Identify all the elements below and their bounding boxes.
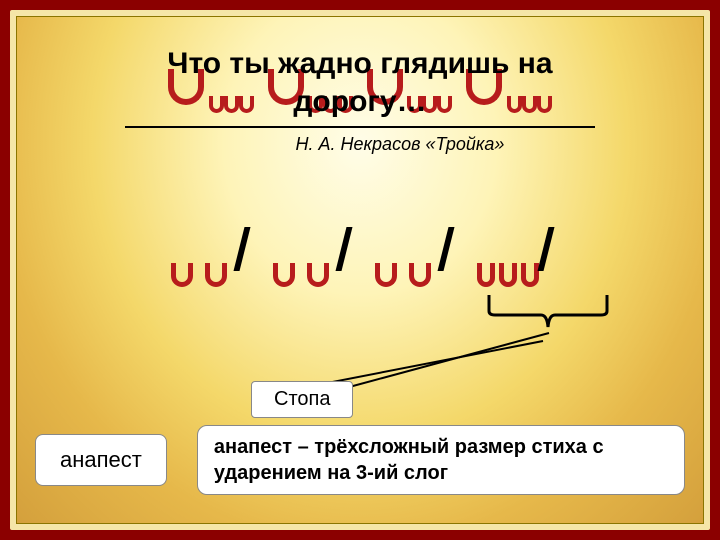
stress-mark-icon bbox=[234, 227, 251, 271]
stress-mark-icon bbox=[438, 227, 455, 271]
attribution: Н. А. Некрасов «Тройка» bbox=[17, 134, 703, 155]
slide-canvas: Что ты жадно глядишь на дорогу… Н. А. Не… bbox=[16, 16, 704, 524]
definition-text: анапест – трёхсложный размер стиха с уда… bbox=[214, 436, 604, 484]
stress-mark-icon bbox=[538, 227, 555, 271]
title-underline bbox=[125, 126, 595, 128]
foot bbox=[375, 243, 449, 287]
bottom-row: анапест анапест – трёхсложный размер сти… bbox=[35, 425, 685, 495]
callout-line bbox=[317, 327, 577, 397]
unstressed-arc-icon bbox=[273, 263, 295, 287]
definition-box: анапест – трёхсложный размер стиха с уда… bbox=[197, 425, 685, 495]
term-label: анапест bbox=[60, 447, 142, 472]
foot bbox=[171, 243, 245, 287]
stress-mark-icon bbox=[336, 227, 353, 271]
foot-trailing bbox=[477, 243, 549, 287]
stopa-label-box: Стопа bbox=[251, 381, 353, 418]
unstressed-arc-icon bbox=[521, 263, 539, 287]
title-line-1: Что ты жадно глядишь на bbox=[17, 45, 703, 83]
unstressed-arc-icon bbox=[477, 263, 495, 287]
foot-bracket bbox=[485, 293, 611, 331]
unstressed-arc-icon bbox=[499, 263, 517, 287]
unstressed-arc-icon bbox=[171, 263, 193, 287]
mid-frame: Что ты жадно глядишь на дорогу… Н. А. Не… bbox=[10, 10, 710, 530]
unstressed-arc-icon bbox=[375, 263, 397, 287]
unstressed-arc-icon bbox=[409, 263, 431, 287]
title-block: Что ты жадно глядишь на дорогу… Н. А. Не… bbox=[17, 45, 703, 155]
unstressed-arc-icon bbox=[205, 263, 227, 287]
meter-row bbox=[17, 227, 703, 287]
unstressed-arc-icon bbox=[307, 263, 329, 287]
foot bbox=[273, 243, 347, 287]
stopa-label: Стопа bbox=[274, 388, 330, 410]
term-box: анапест bbox=[35, 434, 167, 486]
outer-frame: Что ты жадно глядишь на дорогу… Н. А. Не… bbox=[0, 0, 720, 540]
title-line-2: дорогу… bbox=[17, 83, 703, 121]
